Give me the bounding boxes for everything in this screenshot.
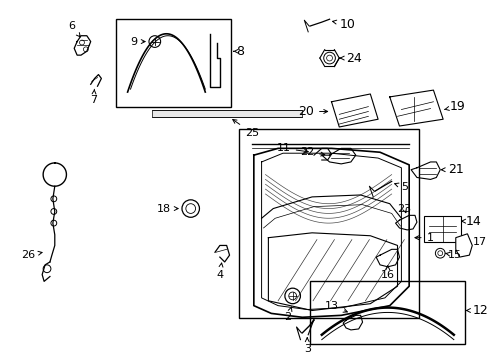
Text: 13: 13 — [325, 301, 346, 312]
Text: 25: 25 — [232, 120, 259, 138]
Text: 21: 21 — [441, 163, 463, 176]
Bar — [309, 282, 465, 345]
Text: 11: 11 — [276, 143, 307, 153]
Text: 4: 4 — [216, 263, 223, 280]
Polygon shape — [455, 234, 471, 257]
Text: 18: 18 — [157, 203, 178, 213]
Text: 24: 24 — [340, 51, 361, 64]
Text: 6: 6 — [68, 21, 80, 37]
Text: 20: 20 — [298, 105, 327, 118]
Text: 3: 3 — [303, 338, 310, 354]
Text: 5: 5 — [394, 182, 407, 192]
Text: 23: 23 — [396, 203, 410, 213]
Bar — [152, 109, 302, 117]
Text: 9: 9 — [130, 37, 145, 46]
Text: 19: 19 — [444, 100, 465, 113]
Text: 14: 14 — [461, 215, 480, 228]
Bar — [423, 216, 460, 242]
Text: 12: 12 — [466, 304, 487, 317]
Text: 7: 7 — [90, 89, 97, 105]
Text: 17: 17 — [472, 237, 487, 247]
Text: 10: 10 — [332, 18, 354, 31]
Text: 1: 1 — [414, 233, 433, 243]
Bar — [239, 129, 418, 318]
Text: 8: 8 — [236, 45, 244, 58]
Text: 15: 15 — [444, 250, 461, 260]
Text: 26: 26 — [21, 250, 42, 260]
Bar — [116, 19, 230, 107]
Text: 16: 16 — [380, 266, 394, 280]
Text: 2: 2 — [284, 307, 291, 322]
Text: 22: 22 — [299, 147, 324, 157]
